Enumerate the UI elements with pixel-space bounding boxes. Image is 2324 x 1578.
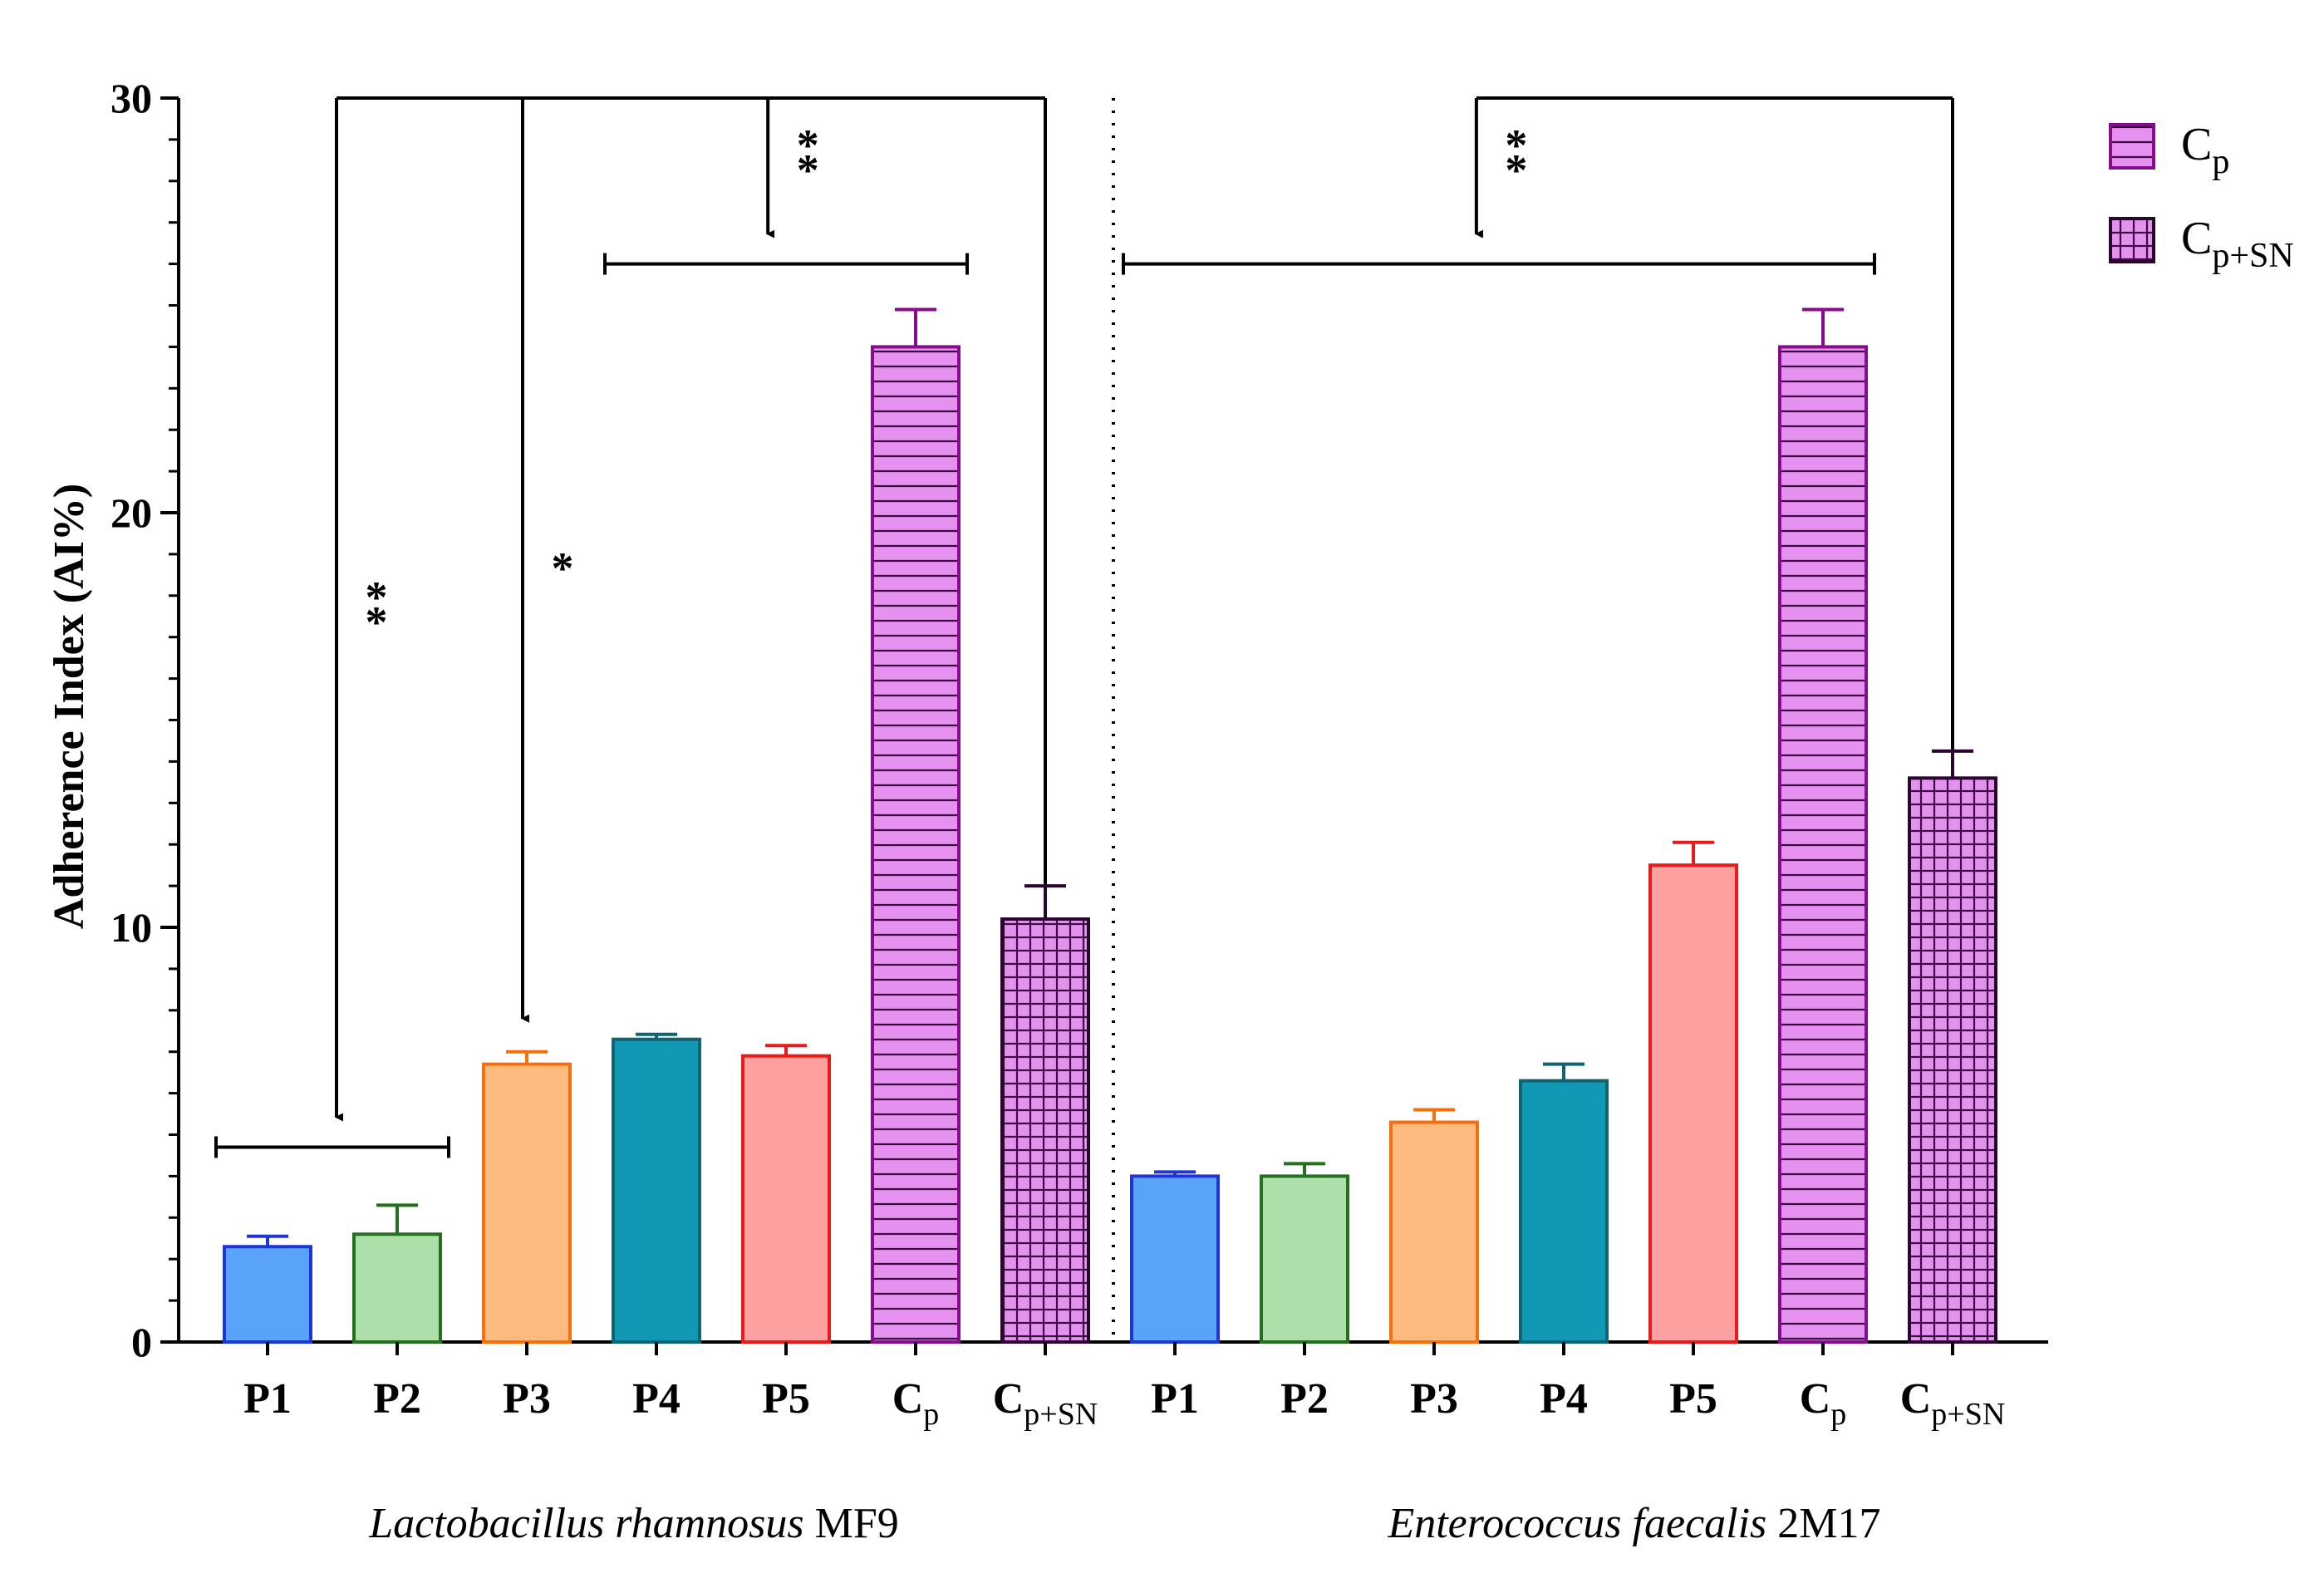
- x-tick-label: P1: [243, 1375, 292, 1423]
- x-tick-labels: P1 P2 P3 P4 P5 Cp Cp+SN P1 P2 P3 P4 P5 Cp Cp+SN: [243, 1342, 2005, 1432]
- significance-annotations: ***** **: [214, 96, 1954, 1158]
- bar-2-p2: [1260, 1174, 1349, 1344]
- legend-swatch-2: [2109, 217, 2155, 263]
- legend-label-2: Cp+SN: [2181, 213, 2294, 275]
- bar-1-cpsn: [1000, 917, 1090, 1344]
- y-tick-label: 10: [111, 904, 152, 951]
- bar-2-p1: [1130, 1174, 1220, 1344]
- significance-star: *: [552, 543, 574, 593]
- x-tick-label: P5: [1669, 1375, 1717, 1423]
- significance-star: *: [797, 120, 819, 170]
- legend-label-1: Cp: [2181, 119, 2229, 181]
- x-tick-label: Cp+SN: [1900, 1375, 2006, 1432]
- bar-2-p4: [1519, 1079, 1609, 1344]
- legend-swatch-1: [2109, 123, 2155, 170]
- x-tick-label: Cp: [1800, 1375, 1847, 1432]
- bar-1-p5: [741, 1054, 831, 1344]
- bar-1-p1: [223, 1245, 312, 1344]
- x-tick-label: Cp+SN: [993, 1375, 1098, 1432]
- x-tick-label: P3: [503, 1375, 551, 1423]
- y-tick-label: 30: [111, 75, 152, 121]
- x-tick-label: P2: [373, 1375, 421, 1423]
- significance-star: *: [1505, 145, 1527, 195]
- significance-star: *: [366, 597, 388, 647]
- bar-2-p5: [1648, 863, 1738, 1344]
- significance-star: *: [797, 145, 819, 195]
- x-tick-label: P4: [632, 1375, 680, 1423]
- bar-1-cp: [871, 345, 961, 1344]
- bar-2-cpsn: [1908, 776, 1997, 1344]
- x-tick-label: P1: [1151, 1375, 1199, 1423]
- x-tick-label: P2: [1280, 1375, 1329, 1423]
- group-label-2: Enterococcus faecalis 2M17: [1387, 1500, 1880, 1547]
- significance-star: *: [366, 573, 388, 622]
- y-tick-label: 0: [131, 1319, 152, 1365]
- x-tick-label: P3: [1410, 1375, 1458, 1423]
- x-tick-label: Cp: [892, 1375, 940, 1432]
- bar-1-p2: [352, 1232, 442, 1344]
- legend: Cp Cp+SN: [2109, 119, 2294, 275]
- bar-2-cp: [1778, 345, 1868, 1344]
- bar-1-p4: [612, 1037, 701, 1344]
- x-tick-label: P4: [1540, 1375, 1588, 1423]
- bar-2-p3: [1389, 1120, 1479, 1344]
- significance-star: *: [1505, 120, 1527, 170]
- y-axis-title: Adherence Index (AI%): [46, 484, 93, 929]
- y-tick-label: 20: [111, 489, 152, 536]
- x-tick-label: P5: [762, 1375, 810, 1423]
- bars: [223, 307, 1997, 1344]
- bar-1-p3: [482, 1062, 572, 1344]
- group-label-1: Lactobacillus rhamnosus MF9: [368, 1500, 899, 1547]
